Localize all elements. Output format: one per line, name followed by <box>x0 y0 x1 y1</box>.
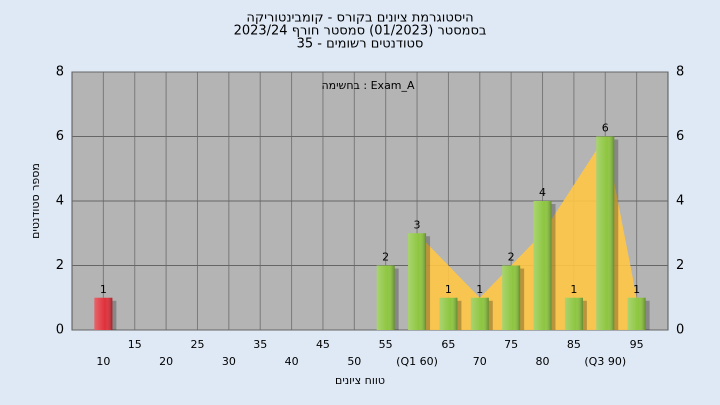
bar-shade <box>470 297 489 330</box>
x-tick-label: 25 <box>190 338 204 351</box>
y-tick-label: 4 <box>56 194 64 209</box>
x-tick-label: 30 <box>222 355 236 368</box>
value-label: 1 <box>476 283 483 296</box>
x-tick-label: 15 <box>128 338 142 351</box>
x-tick-label: 95 <box>630 338 644 351</box>
y-tick-label: 2 <box>56 258 64 273</box>
x-tick-label: 50 <box>347 355 361 368</box>
bar-shade <box>627 297 646 330</box>
y-tick-label: 0 <box>56 323 64 338</box>
x-tick-label: 85 <box>567 338 581 351</box>
x-tick-label: 40 <box>285 355 299 368</box>
bar-shade <box>376 265 395 330</box>
bar-shade <box>502 265 521 330</box>
value-label: 4 <box>539 186 546 199</box>
title-line: היסטוגרמת ציונים בקורס - קומבינטוריקה <box>246 11 473 26</box>
x-tick-label: 20 <box>159 355 173 368</box>
bar-shade <box>533 201 552 330</box>
value-label: 1 <box>570 283 577 296</box>
value-label: 2 <box>382 251 389 264</box>
bar-shade <box>564 297 583 330</box>
y-tick-label: 6 <box>56 129 64 144</box>
x-tick-label: 65 <box>441 338 455 351</box>
y2-tick-label: 2 <box>676 258 684 273</box>
x-tick-label: 55 <box>379 338 393 351</box>
y-axis-label: מספר סטודנטים <box>29 163 42 239</box>
x-tick-label: (Q3 90) <box>584 355 626 368</box>
area <box>417 136 637 330</box>
bar-shade <box>94 297 113 330</box>
x-tick-label: 35 <box>253 338 267 351</box>
title-line: סטודנטים רשומים - 35 <box>297 37 424 52</box>
value-label: 1 <box>633 283 640 296</box>
y2-tick-label: 0 <box>676 323 684 338</box>
x-tick-label: 70 <box>473 355 487 368</box>
value-label: 1 <box>445 283 452 296</box>
y-tick-label: 8 <box>56 65 64 80</box>
x-tick-label: 45 <box>316 338 330 351</box>
x-tick-label: 10 <box>96 355 110 368</box>
bar-shade <box>439 297 458 330</box>
y2-tick-label: 4 <box>676 194 684 209</box>
title-line: בסמסטר (01/2023) סמסטר חורף 2023/24 <box>234 24 487 39</box>
bar-shade <box>596 136 615 330</box>
value-label: 6 <box>602 122 609 135</box>
y2-tick-label: 8 <box>676 65 684 80</box>
x-tick-label: (Q1 60) <box>396 355 438 368</box>
x-tick-label: 75 <box>504 338 518 351</box>
value-label: 2 <box>508 251 515 264</box>
annotation: בחשימה : Exam_A <box>321 79 415 92</box>
x-tick-label: 80 <box>536 355 550 368</box>
bar-shade <box>408 233 427 330</box>
value-label: 3 <box>414 218 421 231</box>
value-label: 1 <box>100 283 107 296</box>
x-axis-label: טווח ציונים <box>335 374 385 387</box>
y2-tick-label: 6 <box>676 129 684 144</box>
